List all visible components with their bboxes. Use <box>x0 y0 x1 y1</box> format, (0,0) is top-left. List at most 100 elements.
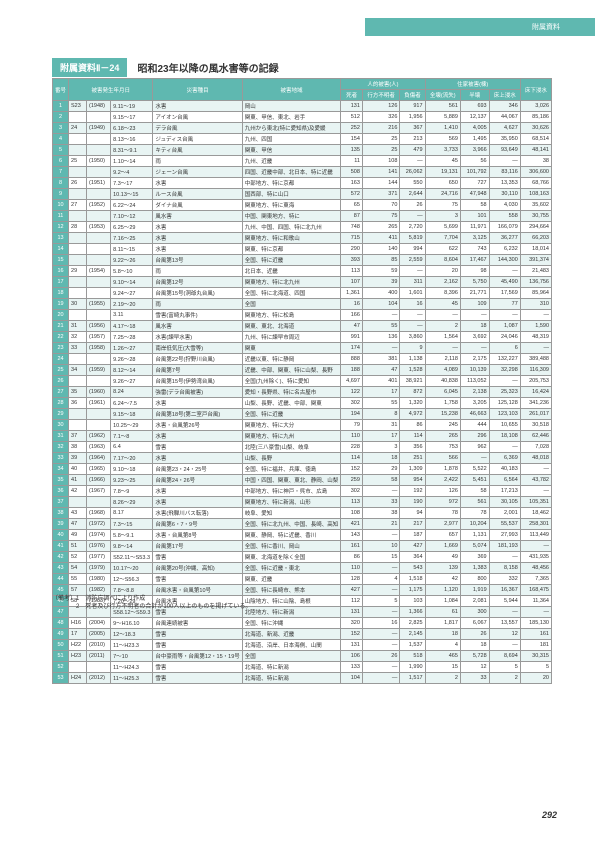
row-value: 6,369 <box>489 453 520 464</box>
row-value: 18 <box>362 453 399 464</box>
row-value: 16 <box>341 299 363 310</box>
row-value: 2,118 <box>425 354 460 365</box>
row-value: 47 <box>362 365 399 376</box>
row-value: 4 <box>362 574 399 585</box>
row-value: 411 <box>362 233 399 244</box>
row-value: 25 <box>362 134 399 145</box>
row-value: 561 <box>425 101 460 112</box>
row-value: — <box>400 266 425 277</box>
row-index: 43 <box>53 563 69 574</box>
row-value: 364 <box>400 552 425 563</box>
row-year: 37 <box>69 431 87 442</box>
row-year-era: (1950) <box>87 156 111 167</box>
row-year-era: (1963) <box>87 442 111 453</box>
row-value: 558 <box>489 211 520 222</box>
row-value: 38,921 <box>400 376 425 387</box>
row-index: 24 <box>53 354 69 365</box>
row-value: — <box>520 541 551 552</box>
row-dates: 9.10～14 <box>111 277 153 288</box>
row-index: 38 <box>53 508 69 519</box>
table-row: 179.10～14台風第12号関東地方、特に北九州107393112,1625,… <box>53 277 552 288</box>
row-region: 関東地方、特に新潟、山形 <box>242 497 341 508</box>
row-value: 13,557 <box>489 618 520 629</box>
row-value: — <box>362 640 399 651</box>
row-value: 1,495 <box>460 134 489 145</box>
row-value: 306,600 <box>520 167 551 178</box>
row-value: 4,697 <box>341 376 363 387</box>
row-year <box>69 167 87 178</box>
row-value: 58 <box>460 486 489 497</box>
row-dates: 6.4 <box>111 442 153 453</box>
row-dates: 8.31～9.1 <box>111 145 153 156</box>
table-row: 1629(1954)5.8～10雨北日本、近畿11359—2098—21,483 <box>53 266 552 277</box>
table-row: 249.26～28台風第22号(狩野川台風)近畿以東、特に静岡8883811,1… <box>53 354 552 365</box>
row-value: 30,518 <box>520 420 551 431</box>
row-disaster: 雪害 <box>153 629 242 640</box>
row-value: 86 <box>341 552 363 563</box>
row-disaster: 台風第23・24・25号 <box>153 464 242 475</box>
row-value: 917 <box>400 101 425 112</box>
row-region: 全国(九州除く)、特に愛知 <box>242 376 341 387</box>
row-value: 216 <box>362 123 399 134</box>
row-value: 58 <box>362 475 399 486</box>
row-value: 6,564 <box>489 475 520 486</box>
table-row: 3339(1964)7.17～20水害山梨、長野11418251566—6,36… <box>53 453 552 464</box>
row-value: 381 <box>362 354 399 365</box>
row-year-era: (1972) <box>87 519 111 530</box>
row-disaster: 水害 <box>153 431 242 442</box>
row-value: 48,018 <box>520 453 551 464</box>
row-index: 52 <box>53 662 69 673</box>
row-value: 326 <box>362 112 399 123</box>
row-value: 85 <box>362 255 399 266</box>
row-year <box>69 145 87 156</box>
row-value: 25 <box>362 145 399 156</box>
table-row: 2333(1958)1.26～27南岸低気圧(大雪等)関東174—9——6— <box>53 343 552 354</box>
row-dates: 8.26～29 <box>111 497 153 508</box>
row-value: 143 <box>341 530 363 541</box>
row-value: 192 <box>400 486 425 497</box>
table-row: 3843(1968)8.17水害(飛騨川バス転落)岐阜、愛知1083894787… <box>53 508 552 519</box>
row-value: 40,183 <box>489 464 520 475</box>
row-year-era <box>87 409 111 420</box>
row-year <box>69 354 87 365</box>
table-row: 58.31～9.1キティ台風関東、甲信135254793,7333,96693,… <box>53 145 552 156</box>
row-value: 194 <box>341 409 363 420</box>
row-disaster: 台風第15号(洞爺丸台風) <box>153 288 242 299</box>
row-value: — <box>520 464 551 475</box>
row-value: 45 <box>425 156 460 167</box>
row-year: 33 <box>69 343 87 354</box>
row-value: 58 <box>460 200 489 211</box>
row-value: 30,626 <box>520 123 551 134</box>
row-index: 39 <box>53 519 69 530</box>
row-disaster: 水害 <box>153 486 242 497</box>
row-value: 753 <box>425 442 460 453</box>
row-dates: 7.25～28 <box>111 332 153 343</box>
row-value: 12 <box>460 662 489 673</box>
row-value: 693 <box>460 101 489 112</box>
table-row: 53H24(2012)11～H25.3雪害北海道、特に新潟104—1,51723… <box>53 673 552 684</box>
row-year <box>69 233 87 244</box>
table-row: 2735(1960)8.24強雷(デラ台風被害)愛知・長野県、特に名古屋市122… <box>53 387 552 398</box>
row-value: 144 <box>362 178 399 189</box>
row-value: — <box>400 310 425 321</box>
row-value: 10 <box>362 541 399 552</box>
table-row: 48.13～16ジュディス台風九州、四国154252135691,49535,9… <box>53 134 552 145</box>
row-value: 59 <box>362 266 399 277</box>
row-value: 55,537 <box>489 519 520 530</box>
row-disaster: 雨 <box>153 156 242 167</box>
title-badge: 附属資料Ⅱ－24 <box>52 58 127 77</box>
col-date: 被害発生年月日 <box>69 79 153 101</box>
row-region: 北陸(三八豪雪)山梨、岐阜 <box>242 442 341 453</box>
table-row: 269.26～27台風第15号(伊勢湾台風)全国(九州除く)、特に愛知4,697… <box>53 376 552 387</box>
row-value: 572 <box>341 189 363 200</box>
row-region: 関東 <box>242 343 341 354</box>
row-disaster: 水害 <box>153 398 242 409</box>
row-value: 87 <box>341 211 363 222</box>
row-value: 45,490 <box>489 277 520 288</box>
row-value: 7,704 <box>425 233 460 244</box>
row-value: 83,116 <box>489 167 520 178</box>
col-num: 番号 <box>53 79 69 101</box>
row-dates: 7.17～20 <box>111 453 153 464</box>
row-value: 140 <box>362 244 399 255</box>
row-value: 888 <box>341 354 363 365</box>
